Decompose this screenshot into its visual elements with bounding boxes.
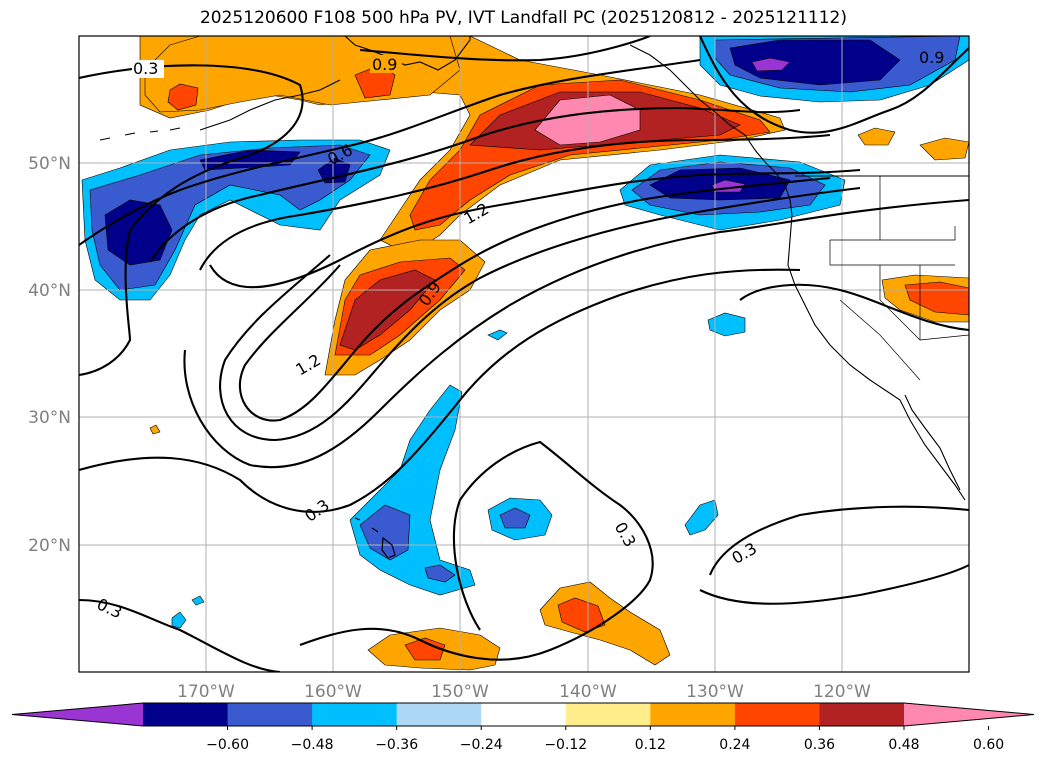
us-west-coast [787, 214, 966, 501]
baja-california [904, 394, 961, 491]
lon-label: 130°W [686, 682, 744, 702]
coastlines [99, 36, 969, 559]
lat-label: 50°N [28, 154, 71, 174]
state-borders [829, 176, 969, 381]
colorbar-swatch [565, 703, 651, 726]
colorbar-outline [11, 702, 1035, 727]
colorbar-tick-label: −0.24 [460, 737, 503, 753]
longitude-labels: 170°W 160°W 150°W 140°W 130°W 120°W [177, 682, 871, 702]
colorbar-swatch [819, 703, 905, 726]
colorbar-swatch [227, 703, 313, 726]
contour-line-0-3-north-east [739, 283, 969, 332]
colorbar-swatch [734, 703, 820, 726]
colorbar-tick-label: −0.60 [206, 737, 249, 753]
positive-anomaly-east-small-1 [857, 127, 896, 146]
colorbar-swatch [312, 703, 398, 726]
negative-anomaly-small-3 [487, 329, 508, 341]
negative-anomaly-north-core [729, 39, 901, 86]
alaska-peninsula [199, 79, 341, 131]
colorbar-swatch [650, 703, 736, 726]
gridlines [79, 36, 969, 672]
contour-line-0-3-east [709, 505, 969, 576]
colorbar-tick-label: 0.24 [719, 737, 750, 753]
colorbar-tick-label: −0.48 [291, 737, 334, 753]
contour-line-0-9-northeast [699, 36, 969, 134]
colorbar-swatch [396, 703, 482, 726]
colorbar-tick-label: 0.36 [804, 737, 835, 753]
contour-label: 0.9 [372, 55, 397, 74]
map-title: 2025120600 F108 500 hPa PV, IVT Landfall… [199, 8, 847, 28]
lon-label: 140°W [559, 682, 617, 702]
negative-anomaly-south-core [499, 507, 531, 529]
contour-line-0-3-east-2 [699, 564, 969, 605]
contour-label: 0.9 [919, 48, 944, 67]
hawaii-islands [354, 517, 396, 559]
aleutian-islands [99, 127, 181, 141]
colorbar-swatch [481, 703, 567, 726]
lat-label: 20°N [28, 536, 71, 556]
contour-line-0-3-mid [79, 598, 281, 672]
lon-label: 120°W [813, 682, 871, 702]
negative-anomaly-northwest-core-2 [199, 149, 301, 171]
map-content: 0.3 0.9 0.6 1.2 0.9 1.2 0.9 0.3 0.3 0.3 … [79, 36, 969, 672]
colorbar-extend-high [904, 703, 1034, 726]
lon-label: 150°W [431, 682, 489, 702]
negative-anomaly-north-peak [751, 57, 791, 72]
negative-anomaly-east [684, 499, 719, 536]
negative-anomaly-hawaii-core-2 [424, 564, 456, 583]
colorbar-tick-label: −0.12 [544, 737, 587, 753]
lon-label: 170°W [177, 682, 235, 702]
alaska-coast [344, 36, 471, 71]
colorbar-tick-label: 0.48 [888, 737, 919, 753]
negative-anomaly-northwest-core [104, 199, 173, 266]
positive-anomaly-small-dot [149, 424, 161, 435]
negative-anomaly-baja [707, 312, 746, 337]
negative-anomaly-hawaii-core [359, 504, 411, 561]
contour-label: 0.3 [133, 59, 158, 78]
latitude-labels: 50°N 40°N 30°N 20°N [28, 154, 71, 556]
positive-anomaly-south-1-core [557, 597, 606, 633]
contour-line-0-3-loop [299, 440, 654, 661]
negative-anomaly-small-2 [191, 595, 205, 606]
contour-lines [79, 36, 969, 672]
lat-label: 30°N [28, 408, 71, 428]
contour-line-0-9-north [359, 36, 651, 62]
contour-line-0-6 [79, 58, 701, 246]
lat-label: 40°N [28, 281, 71, 301]
contour-line-0-9 [149, 106, 801, 263]
colorbar: −0.60 −0.48 −0.36 −0.24 −0.12 0.12 0.24 0.36 0.4… [11, 702, 1035, 753]
colorbar-extend-low [12, 703, 143, 726]
negative-anomaly-small-1 [171, 611, 187, 629]
contour-line-0-3-north [79, 64, 304, 377]
positive-anomaly-south-2-core [404, 637, 446, 661]
contour-label-bg [370, 55, 402, 73]
contour-loop-1-2 [238, 176, 831, 422]
contour-line-1-2-inner [209, 168, 861, 289]
map-frame [78, 35, 970, 673]
positive-anomaly-alaska-core [167, 83, 199, 111]
positive-anomaly-east-small-2 [919, 137, 969, 161]
lon-label: 160°W [304, 682, 362, 702]
colorbar-swatch [143, 703, 229, 726]
contour-line-1-2-outer [199, 133, 831, 271]
contour-line-0-6-south [183, 198, 969, 469]
colorbar-tick-label: 0.12 [635, 737, 666, 753]
colorbar-tick-label: −0.36 [375, 737, 418, 753]
contour-line-0-3-south [79, 268, 801, 513]
colorbar-tick-label: 0.60 [973, 737, 1004, 753]
contour-loop-0-9 [219, 186, 861, 442]
contour-label-bg [132, 60, 164, 78]
